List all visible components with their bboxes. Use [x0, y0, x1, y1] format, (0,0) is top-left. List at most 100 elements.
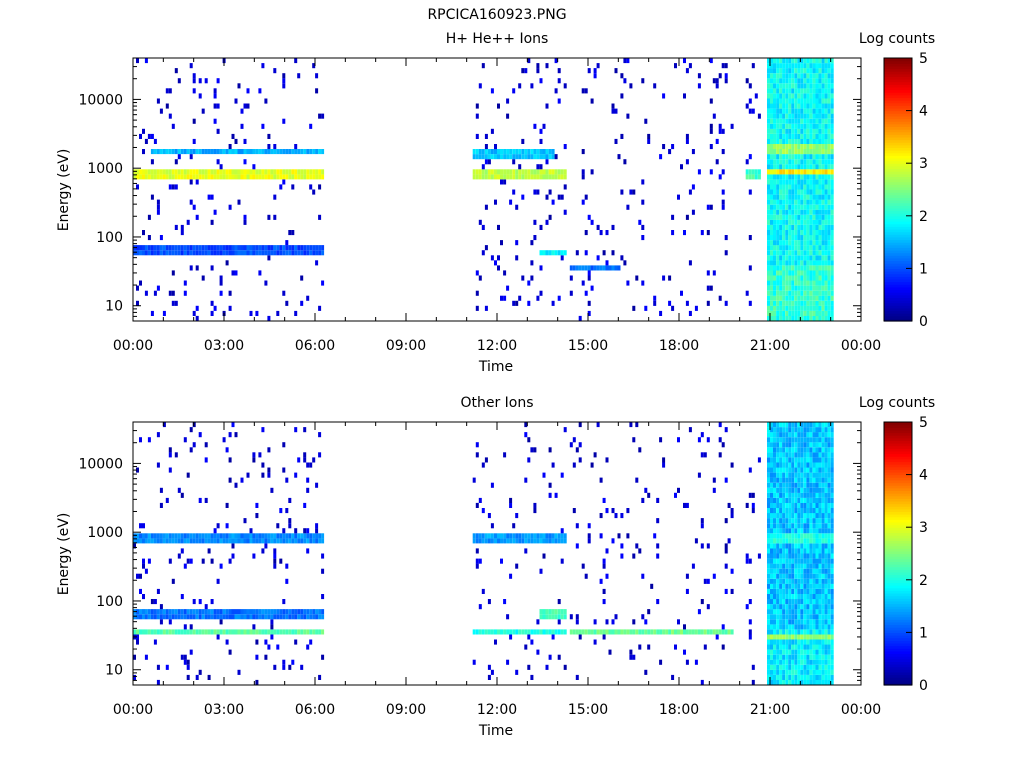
heatmap-cell: [279, 533, 283, 539]
heatmap-cell: [800, 609, 804, 615]
heatmap-cell: [803, 497, 807, 503]
heatmap-cell: [306, 477, 310, 483]
heatmap-cell: [794, 270, 798, 276]
heatmap-cell: [770, 270, 773, 276]
heatmap-cell: [803, 93, 807, 99]
heatmap-cell: [800, 224, 804, 230]
heatmap-cell: [785, 189, 789, 195]
heatmap-cell: [569, 442, 573, 448]
colorbar-swatch: [884, 73, 912, 78]
heatmap-cell: [770, 477, 773, 483]
heatmap-cell: [827, 604, 831, 610]
heatmap-cell: [773, 93, 776, 99]
heatmap-cell: [767, 98, 770, 104]
heatmap-cell: [177, 533, 181, 539]
heatmap-cell: [785, 58, 789, 64]
heatmap-cell: [800, 573, 804, 579]
heatmap-cell: [782, 619, 786, 625]
heatmap-cell: [806, 250, 810, 256]
heatmap-cell: [551, 533, 555, 539]
heatmap-cell: [291, 149, 295, 155]
heatmap-cell: [818, 568, 822, 574]
heatmap-cell: [180, 609, 184, 615]
heatmap-cell: [803, 599, 807, 605]
heatmap-cell: [539, 138, 543, 144]
heatmap-cell: [812, 93, 816, 99]
heatmap-cell: [779, 240, 783, 246]
heatmap-cell: [548, 614, 552, 620]
heatmap-cell: [824, 280, 828, 286]
heatmap-cell: [300, 174, 304, 180]
heatmap-cell: [770, 174, 773, 180]
heatmap-cell: [809, 583, 813, 589]
heatmap-cell: [133, 614, 136, 620]
heatmap-cell: [144, 654, 148, 660]
heatmap-cell: [818, 83, 822, 89]
colorbar-swatch: [884, 71, 912, 75]
heatmap-cell: [252, 174, 256, 180]
heatmap-cell: [767, 508, 770, 514]
heatmap-cell: [512, 88, 516, 94]
heatmap-cell: [782, 523, 786, 529]
heatmap-cell: [767, 568, 770, 574]
heatmap-cell: [815, 128, 819, 134]
heatmap-cell: [237, 149, 241, 155]
heatmap-cell: [767, 179, 770, 185]
heatmap-cell: [824, 108, 828, 114]
heatmap-cell: [767, 462, 770, 468]
heatmap-cell: [791, 214, 795, 220]
heatmap-cell: [797, 214, 801, 220]
heatmap-cell: [794, 538, 798, 544]
heatmap-cell: [142, 128, 145, 134]
heatmap-cell: [515, 629, 519, 635]
figure-title: RPCICA160923.PNG: [427, 7, 566, 23]
heatmap-cell: [142, 149, 145, 155]
heatmap-cell: [506, 169, 510, 175]
heatmap-cell: [620, 93, 624, 99]
heatmap-cell: [797, 558, 801, 564]
heatmap-cell: [818, 599, 822, 605]
heatmap-cell: [318, 533, 322, 539]
heatmap-cell: [509, 199, 513, 205]
heatmap-cell: [767, 523, 770, 529]
heatmap-cell: [584, 290, 588, 296]
heatmap-cell: [219, 614, 223, 620]
heatmap-cell: [791, 533, 795, 539]
heatmap-cell: [270, 245, 274, 251]
heatmap-cell: [785, 502, 789, 508]
heatmap-cell: [782, 518, 786, 524]
heatmap-cell: [791, 265, 795, 271]
heatmap-cell: [779, 78, 783, 84]
heatmap-cell: [683, 230, 686, 236]
heatmap-cell: [557, 78, 561, 84]
colorbar-swatch: [884, 223, 912, 227]
heatmap-cell: [785, 63, 789, 69]
heatmap-cell: [147, 629, 151, 635]
heatmap-cell: [159, 235, 163, 241]
heatmap-cell: [830, 578, 834, 584]
heatmap-cell: [231, 250, 235, 256]
heatmap-cell: [611, 629, 615, 635]
heatmap-cell: [809, 533, 813, 539]
heatmap-cell: [821, 83, 825, 89]
heatmap-cell: [776, 83, 780, 89]
heatmap-cell: [300, 275, 304, 281]
heatmap-cell: [812, 487, 816, 493]
heatmap-cell: [809, 133, 813, 139]
heatmap-cell: [824, 63, 828, 69]
heatmap-cell: [782, 315, 786, 321]
heatmap-cell: [821, 563, 825, 569]
heatmap-cell: [830, 664, 834, 670]
heatmap-cell: [503, 295, 507, 301]
heatmap-cell: [797, 654, 801, 660]
heatmap-cell: [282, 179, 286, 185]
heatmap-cell: [794, 315, 798, 321]
heatmap-cell: [821, 290, 825, 296]
heatmap-cell: [818, 224, 822, 230]
heatmap-cell: [219, 563, 223, 569]
heatmap-cell: [524, 154, 528, 160]
heatmap-cell: [824, 629, 828, 635]
heatmap-cell: [815, 664, 819, 670]
colorbar-swatch: [884, 629, 912, 633]
heatmap-cell: [156, 664, 160, 670]
